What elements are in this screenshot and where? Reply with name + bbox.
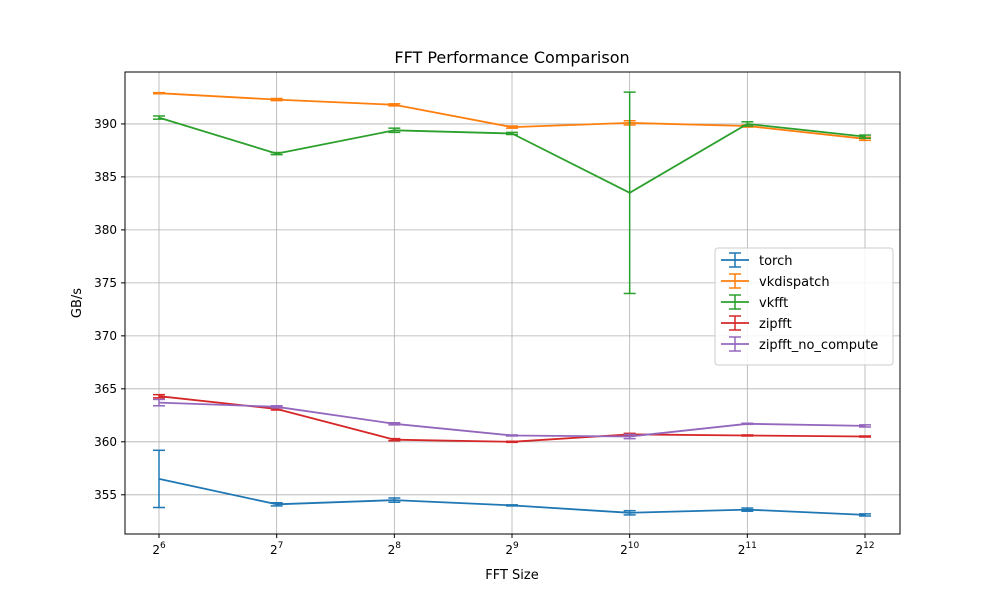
legend-label: vkfft xyxy=(759,296,788,311)
error-bar xyxy=(859,513,871,517)
x-tick-base: 2 xyxy=(388,543,396,557)
y-tick-label: 365 xyxy=(94,382,117,396)
error-bar xyxy=(859,134,871,139)
error-bar xyxy=(153,398,165,407)
x-tick-base: 2 xyxy=(505,543,513,557)
error-bar xyxy=(153,115,165,120)
legend-label: torch xyxy=(759,254,793,269)
legend-item-vkdispatch: vkdispatch xyxy=(721,273,830,290)
legend-label: zipfft_no_compute xyxy=(759,338,878,353)
x-axis-title: FFT Size xyxy=(485,568,539,583)
error-bar xyxy=(388,437,401,442)
y-tick-label: 390 xyxy=(94,117,117,131)
series-group xyxy=(153,91,871,517)
error-bar xyxy=(623,433,636,440)
x-tick-exponent: 8 xyxy=(395,541,401,551)
y-axis-ticks: 355 360 365 370 375 380 385 390 xyxy=(94,117,125,502)
legend-item-vkfft: vkfft xyxy=(721,294,788,311)
x-tick-label: 28 xyxy=(388,541,402,557)
legend-item-zipfft: zipfft xyxy=(721,315,792,332)
x-tick-base: 2 xyxy=(855,543,863,557)
error-bar xyxy=(859,435,871,438)
error-bar xyxy=(506,504,518,507)
error-bar xyxy=(153,91,165,95)
x-tick-label: 26 xyxy=(152,541,166,557)
x-tick-base: 2 xyxy=(270,543,278,557)
error-bar xyxy=(388,103,401,107)
error-bar xyxy=(741,434,754,437)
y-tick-label: 375 xyxy=(94,276,117,290)
error-bar xyxy=(741,422,754,426)
error-bar xyxy=(270,405,283,409)
error-bar xyxy=(270,501,283,507)
x-tick-base: 2 xyxy=(738,543,746,557)
series-vkfft xyxy=(153,91,871,295)
error-bar xyxy=(270,97,283,102)
x-tick-label: 212 xyxy=(855,541,874,557)
error-bar xyxy=(741,121,754,127)
error-bar xyxy=(506,434,518,437)
error-bar xyxy=(388,421,401,426)
legend-item-torch: torch xyxy=(721,252,793,269)
error-bar xyxy=(741,507,754,512)
y-axis-title: GB/s xyxy=(70,288,85,318)
x-tick-label: 29 xyxy=(505,541,519,557)
x-tick-exponent: 6 xyxy=(160,541,166,551)
y-tick-label: 380 xyxy=(94,223,117,237)
y-tick-label: 355 xyxy=(94,488,117,502)
error-bar xyxy=(623,509,636,516)
error-bar xyxy=(388,127,401,134)
x-tick-label: 211 xyxy=(738,541,757,557)
error-bar xyxy=(388,497,401,503)
x-tick-label: 210 xyxy=(620,541,639,557)
x-tick-label: 27 xyxy=(270,541,283,557)
legend-label: zipfft xyxy=(759,317,792,332)
y-tick-label: 360 xyxy=(94,435,117,449)
x-tick-base: 2 xyxy=(620,543,628,557)
series-zipfft xyxy=(153,393,871,444)
legend: torch vkdispatch vkfft zipfft zipfft_no_comp… xyxy=(714,247,894,366)
legend-box xyxy=(714,247,894,366)
x-axis-ticks: 26 27 28 29 210 211 212 xyxy=(152,534,875,557)
x-tick-base: 2 xyxy=(152,543,160,557)
x-tick-exponent: 7 xyxy=(278,541,284,551)
error-bar xyxy=(506,131,518,136)
legend-item-zipfft_no_compute: zipfft_no_compute xyxy=(721,336,878,353)
x-tick-exponent: 11 xyxy=(745,541,756,551)
error-bar xyxy=(153,393,165,399)
error-bar xyxy=(506,440,518,444)
error-bar xyxy=(153,449,165,509)
error-bar xyxy=(623,91,636,295)
series-torch xyxy=(153,449,871,517)
legend-label: vkdispatch xyxy=(759,275,830,290)
error-bar xyxy=(506,125,518,129)
y-tick-label: 385 xyxy=(94,170,117,184)
series-zipfft_no_compute xyxy=(153,398,871,440)
error-bar xyxy=(270,151,283,156)
x-tick-exponent: 10 xyxy=(628,541,640,551)
error-bar xyxy=(859,424,871,428)
chart-title: FFT Performance Comparison xyxy=(394,48,629,67)
y-tick-label: 370 xyxy=(94,329,117,343)
x-tick-exponent: 9 xyxy=(513,541,519,551)
x-tick-exponent: 12 xyxy=(863,541,874,551)
